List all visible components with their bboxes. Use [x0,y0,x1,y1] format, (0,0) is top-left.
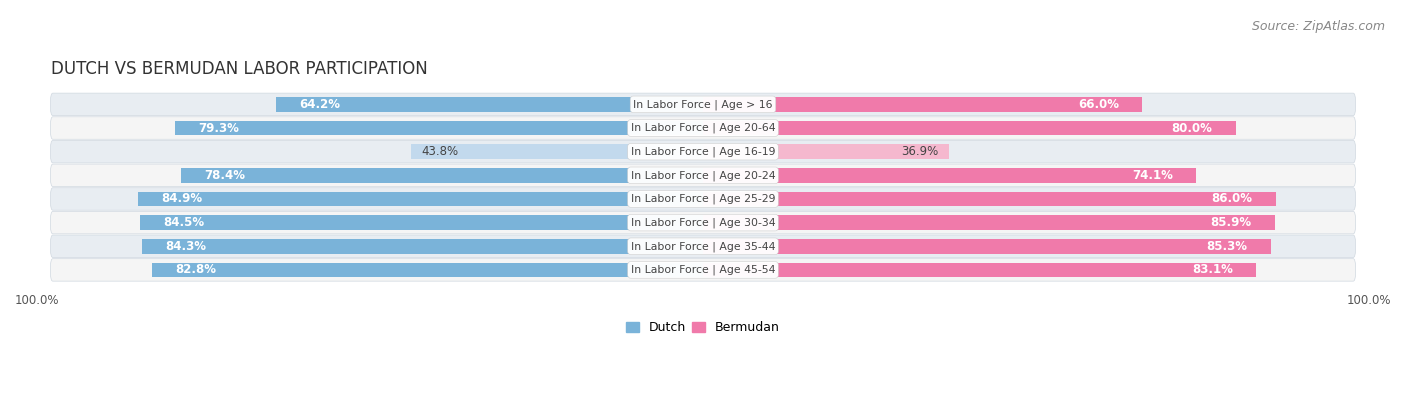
Text: 83.1%: 83.1% [1192,263,1233,276]
Bar [138,192,703,206]
Text: 66.0%: 66.0% [1078,98,1119,111]
FancyBboxPatch shape [51,164,1355,186]
Text: 86.0%: 86.0% [1211,192,1253,205]
FancyBboxPatch shape [51,141,1355,163]
Text: 43.8%: 43.8% [422,145,458,158]
Bar [703,263,1256,277]
Text: In Labor Force | Age 20-64: In Labor Force | Age 20-64 [631,123,775,133]
FancyBboxPatch shape [51,188,1355,210]
FancyBboxPatch shape [51,211,1355,234]
Text: 82.8%: 82.8% [176,263,217,276]
Text: 79.3%: 79.3% [198,122,239,135]
Text: In Labor Force | Age 30-34: In Labor Force | Age 30-34 [631,217,775,228]
FancyBboxPatch shape [51,259,1355,281]
Bar [142,239,703,254]
FancyBboxPatch shape [51,93,1355,116]
Text: 36.9%: 36.9% [901,145,939,158]
Bar [703,192,1275,206]
Bar [703,168,1197,182]
FancyBboxPatch shape [51,235,1355,258]
Text: Source: ZipAtlas.com: Source: ZipAtlas.com [1251,20,1385,33]
FancyBboxPatch shape [51,117,1355,139]
Bar [181,168,703,182]
Bar [703,121,1236,135]
Text: In Labor Force | Age 45-54: In Labor Force | Age 45-54 [631,265,775,275]
Bar [703,239,1271,254]
Bar [412,144,703,159]
Text: 78.4%: 78.4% [204,169,246,182]
Text: 84.3%: 84.3% [165,240,207,253]
Text: In Labor Force | Age 25-29: In Labor Force | Age 25-29 [631,194,775,204]
Text: 85.3%: 85.3% [1206,240,1247,253]
Text: 85.9%: 85.9% [1211,216,1251,229]
Text: In Labor Force | Age > 16: In Labor Force | Age > 16 [633,99,773,110]
Legend: Dutch, Bermudan: Dutch, Bermudan [626,321,780,334]
Text: 80.0%: 80.0% [1171,122,1212,135]
Text: DUTCH VS BERMUDAN LABOR PARTICIPATION: DUTCH VS BERMUDAN LABOR PARTICIPATION [51,60,427,78]
Bar [703,144,949,159]
Text: 84.5%: 84.5% [163,216,205,229]
Text: 84.9%: 84.9% [162,192,202,205]
Text: 74.1%: 74.1% [1132,169,1173,182]
Text: 64.2%: 64.2% [299,98,340,111]
Bar [176,121,703,135]
Bar [703,97,1143,112]
Bar [703,215,1275,230]
Bar [141,215,703,230]
Bar [152,263,703,277]
Text: In Labor Force | Age 20-24: In Labor Force | Age 20-24 [631,170,775,181]
Text: In Labor Force | Age 16-19: In Labor Force | Age 16-19 [631,147,775,157]
Bar [276,97,703,112]
Text: In Labor Force | Age 35-44: In Labor Force | Age 35-44 [631,241,775,252]
